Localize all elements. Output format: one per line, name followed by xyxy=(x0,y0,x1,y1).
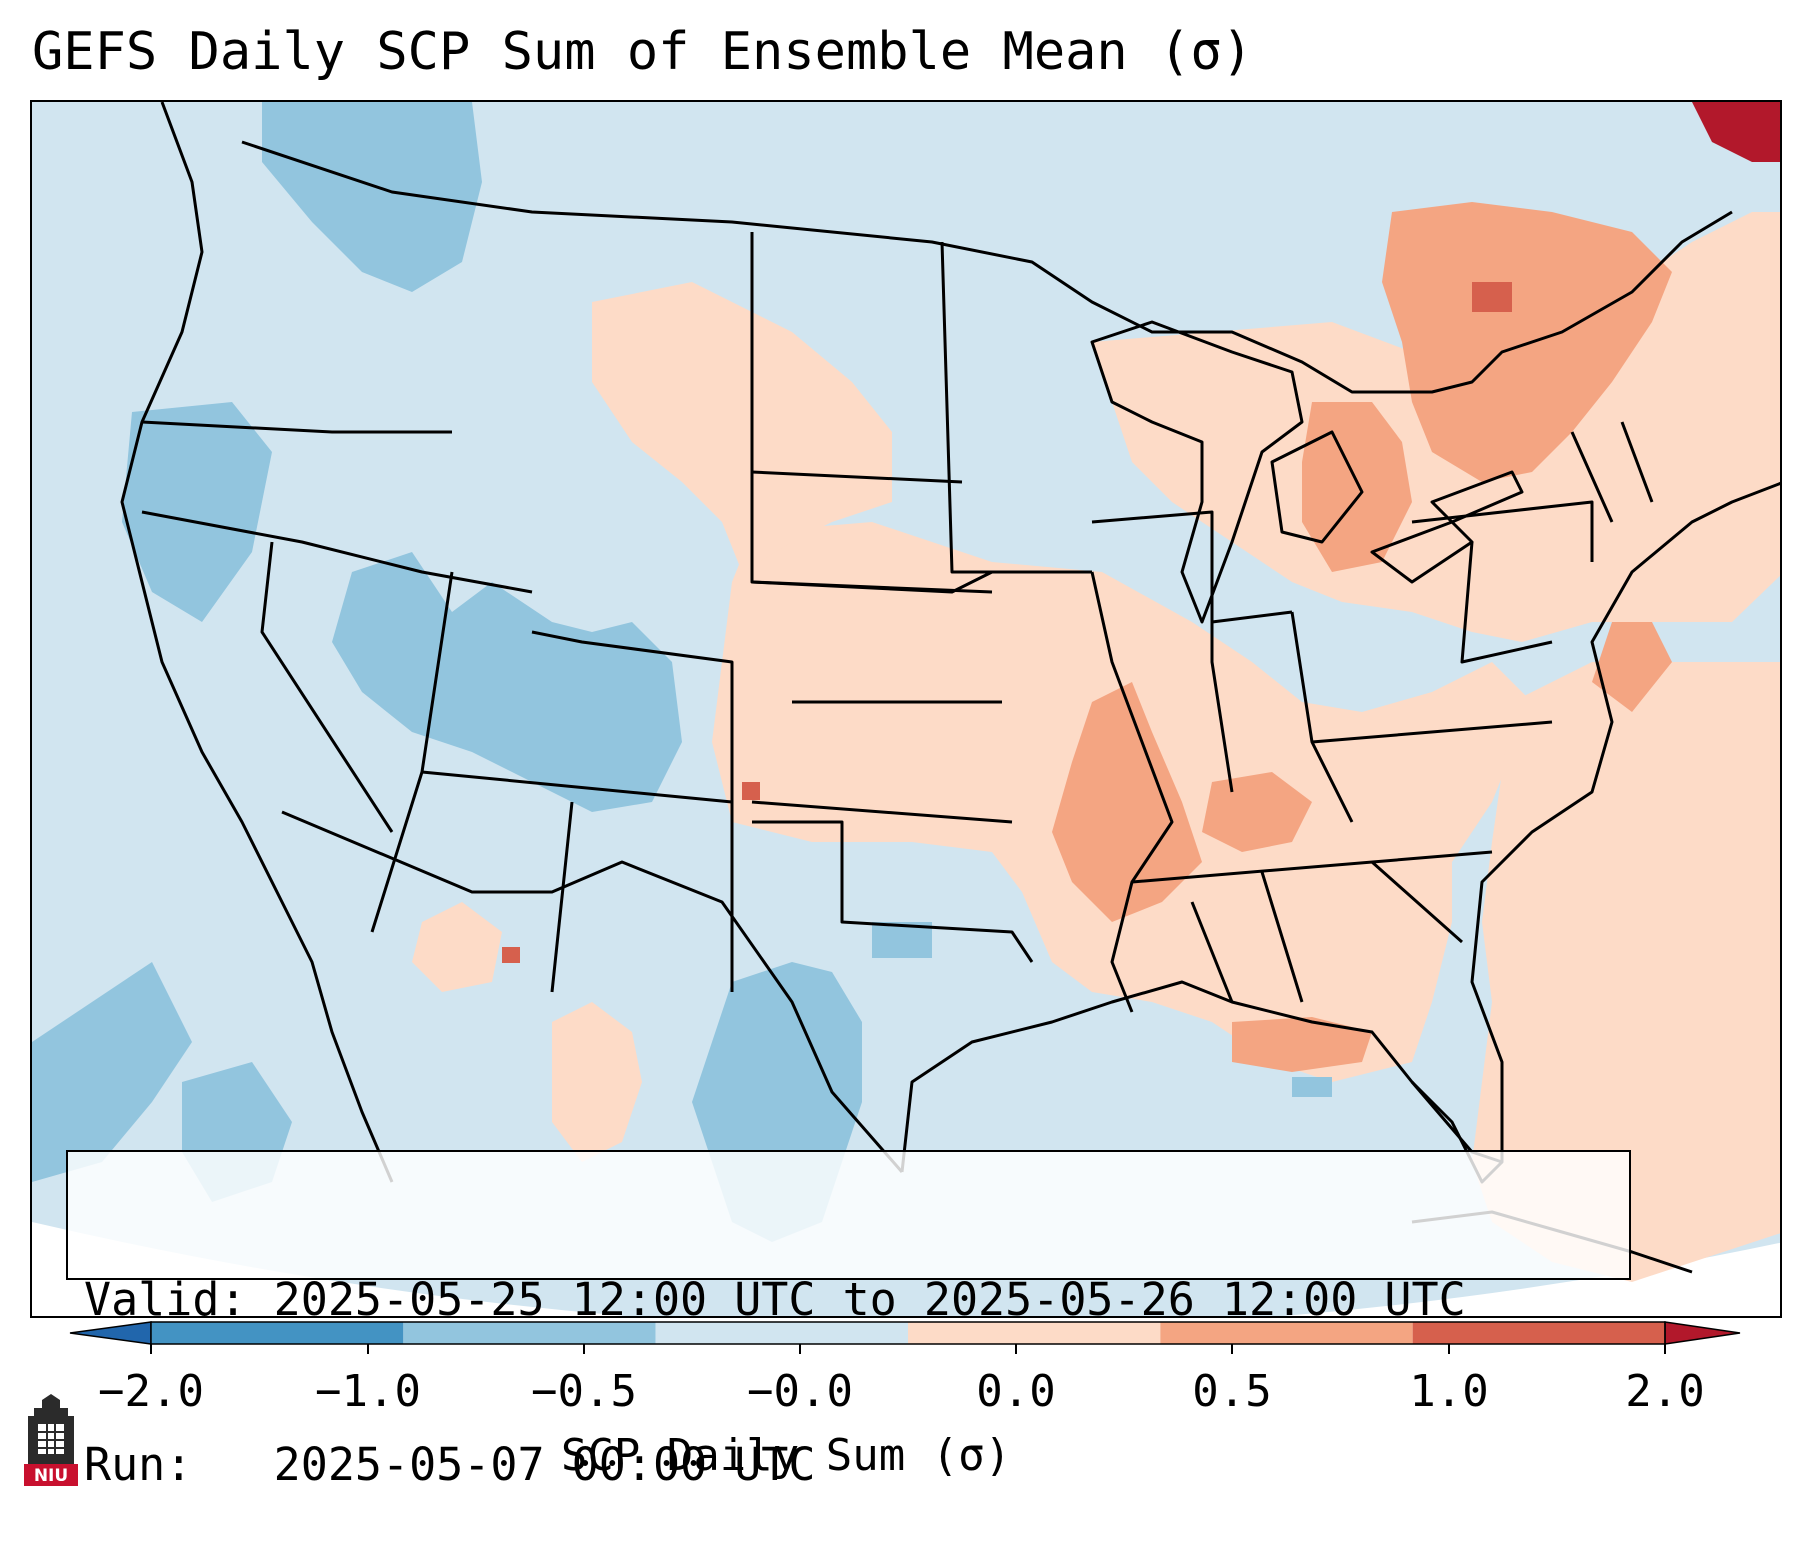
run-time-text: Run: 2025-05-07 00:00 UTC xyxy=(84,1438,816,1491)
mid-atlantic-core xyxy=(1592,622,1672,712)
logo-red-band xyxy=(24,1464,78,1486)
state-line-four-corners xyxy=(421,630,734,804)
atlantic-offshore-region xyxy=(1472,662,1780,1282)
coastline-west xyxy=(120,102,394,1183)
state-line-wa-or xyxy=(141,420,452,434)
state-line-ca-nv xyxy=(260,541,394,833)
state-line-mississippi-river xyxy=(1090,571,1174,1013)
colorbar-extend-low xyxy=(69,1321,152,1345)
colorbar-bin xyxy=(403,1322,656,1344)
colorbar-tick-label: 0.5 xyxy=(1192,1366,1272,1417)
negative-anomaly-regions xyxy=(32,102,1332,1242)
colorbar-tick-label: 2.0 xyxy=(1625,1366,1705,1417)
eastern-pacific-region xyxy=(32,962,192,1182)
new-mexico-hotspot xyxy=(502,947,520,963)
colorbar-bin xyxy=(1160,1322,1413,1344)
state-line-az-nm xyxy=(550,801,574,993)
great-lakes-outline xyxy=(1090,320,1524,624)
anomaly-map xyxy=(32,102,1780,1316)
map-panel xyxy=(30,100,1782,1318)
colorbar-tick-label: 0.0 xyxy=(976,1366,1056,1417)
colorbar-bin xyxy=(151,1322,404,1344)
logo-window-lines xyxy=(38,1424,64,1454)
california-coast-region xyxy=(122,402,272,622)
ohio-valley-core xyxy=(1202,772,1312,852)
canada-border xyxy=(241,140,1733,394)
colorbar-tick-label: −0.0 xyxy=(747,1366,853,1417)
logo-text: NIU xyxy=(34,1466,68,1486)
state-line-northeast xyxy=(1411,421,1654,664)
colorbar-tick-label: −2.0 xyxy=(98,1366,204,1417)
colorbar-bin xyxy=(655,1322,908,1344)
colorbar-extend-high xyxy=(1664,1321,1741,1345)
state-line-or-ca xyxy=(141,510,533,594)
mississippi-valley-core xyxy=(1052,682,1202,922)
rockies-warm-patch xyxy=(592,282,892,572)
colorbar-tick-label: 1.0 xyxy=(1409,1366,1489,1417)
niu-logo: NIU xyxy=(24,1394,78,1486)
moderate-positive-regions xyxy=(1052,202,1672,1072)
colorbar xyxy=(69,1321,1741,1354)
page-title: GEFS Daily SCP Sum of Ensemble Mean (σ) xyxy=(32,22,1253,82)
great-basin-region xyxy=(332,552,682,812)
mexico-warm-patch xyxy=(552,1002,642,1162)
colorbar-bin xyxy=(908,1322,1161,1344)
great-lakes-core xyxy=(1302,402,1412,572)
colorbar-tick-label: −1.0 xyxy=(315,1366,421,1417)
quebec-hotspot xyxy=(1472,282,1512,312)
kansas-hotspot xyxy=(742,782,760,800)
colorbar-label: SCP Daily Sum (σ) xyxy=(560,1430,1012,1481)
northeast-canada-core xyxy=(1382,202,1672,482)
state-line-plains xyxy=(751,470,1013,824)
state-line-mn xyxy=(940,241,1092,574)
political-boundaries xyxy=(120,102,1780,1274)
st-lawrence-max xyxy=(1692,102,1780,162)
southwest-warm-patch xyxy=(412,902,502,992)
valid-run-info-box: Valid: 2025-05-25 12:00 UTC to 2025-05-2… xyxy=(66,1150,1631,1491)
gulf-coast-core xyxy=(1232,1017,1372,1072)
colorbar-outline xyxy=(150,1321,1666,1345)
mexico-border xyxy=(281,810,904,1173)
gulf-small-patch xyxy=(1292,1077,1332,1097)
state-line-ok-tx xyxy=(752,820,1034,963)
colorbar-tick-label: −0.5 xyxy=(531,1366,637,1417)
valid-time-text: Valid: 2025-05-25 12:00 UTC to 2025-05-2… xyxy=(84,1273,1466,1326)
colorbar-bin xyxy=(1412,1322,1665,1344)
state-line-southeast xyxy=(1131,720,1553,1003)
pacific-northwest-region xyxy=(262,102,482,292)
